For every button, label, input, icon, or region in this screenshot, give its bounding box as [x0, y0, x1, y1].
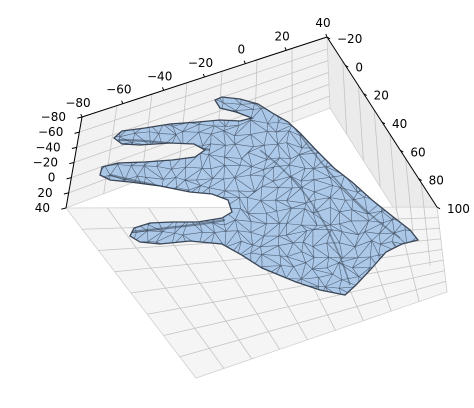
axis-c-tick-label: −80	[41, 110, 66, 124]
axis-c-tick-label: −40	[35, 140, 60, 154]
axis-a-tick	[325, 33, 328, 38]
axis-a-tick-label: −40	[147, 69, 172, 83]
pane-grid-line	[389, 134, 398, 214]
axis-c-tick	[77, 116, 83, 119]
axis-b-tick	[400, 149, 404, 153]
axis-b-tick-label: 100	[447, 202, 470, 216]
axis-a-tick-label: 40	[315, 16, 330, 30]
axis-b-tick	[363, 93, 367, 96]
axis-c-tick	[63, 192, 69, 195]
axis-a-tick	[80, 113, 83, 118]
axis-b-tick	[418, 178, 422, 181]
axis-b-tick-label: 60	[410, 145, 425, 159]
axis-b-tick-label: 40	[392, 117, 407, 131]
axis-a-tick-label: 0	[238, 43, 246, 57]
axis-a-tick	[284, 47, 287, 51]
axis-c-tick	[66, 177, 72, 180]
pane-grid-line	[76, 60, 329, 148]
pane-grid-line	[358, 85, 364, 161]
axis-a-tick	[121, 100, 124, 104]
axis-a-tick	[162, 87, 165, 91]
axis-c-tick	[74, 131, 80, 134]
axis-c-tick-label: 0	[48, 171, 56, 185]
pane-grid-line	[405, 158, 414, 240]
pane-grid-line	[420, 182, 431, 266]
axis-c-tick	[71, 146, 77, 150]
axis-b-tick-label: 20	[374, 89, 389, 103]
axis-c-tick	[69, 162, 75, 165]
axis-a-tick-label: −80	[65, 96, 90, 110]
axis-b-tick-label: 80	[429, 174, 444, 188]
axis-b-tick	[381, 121, 386, 125]
hand-surface	[99, 96, 420, 296]
pane-grid-line	[373, 109, 381, 187]
pane-grid-line	[73, 72, 329, 163]
axis-a-tick-label: −20	[188, 56, 213, 70]
axis-a-tick	[202, 73, 205, 78]
axis-a-tick-label: −60	[106, 83, 131, 97]
palm-crease	[259, 134, 401, 286]
floor-grid-line	[147, 259, 444, 315]
axis-a-tick-label: 20	[275, 29, 290, 43]
axis-c-tick-label: 40	[35, 201, 50, 215]
axis-b-tick	[326, 36, 331, 40]
axis-b-tick-label: −20	[337, 32, 362, 46]
axis-c-tick-label: 20	[37, 186, 52, 200]
floor-grid-line	[163, 270, 445, 336]
pane-grid-line	[79, 48, 328, 133]
tick-marks: −80−60−40−2002040−20020406080100−80−60−4…	[33, 16, 470, 216]
axis-c-tick	[61, 207, 67, 210]
pane-grid-line	[342, 61, 348, 135]
axis-c-tick-label: −60	[38, 125, 63, 139]
axis-a-tick	[243, 60, 246, 64]
axis-b-tick	[345, 64, 349, 68]
axis-c-tick-label: −20	[33, 156, 58, 170]
axis-b-tick	[436, 206, 441, 210]
axis-b-tick-label: 0	[355, 60, 363, 74]
floor-grid-line	[179, 280, 446, 358]
